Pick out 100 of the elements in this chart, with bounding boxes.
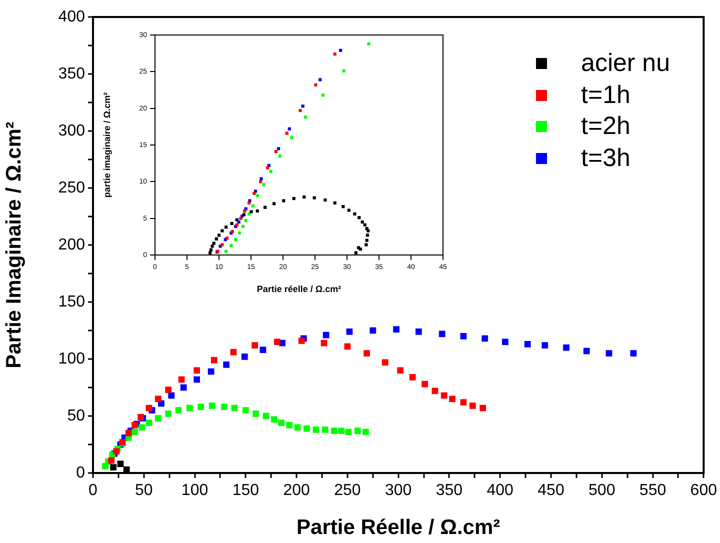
- point: [353, 212, 356, 216]
- point: [212, 242, 216, 245]
- point: [230, 244, 233, 248]
- point: [314, 83, 318, 86]
- point: [364, 243, 368, 246]
- legend-label: t=2h: [581, 111, 630, 142]
- x-axis-title: Partie Réelle / Ω.cm²: [296, 516, 500, 540]
- y-axis-title: Partie Imaginaire / Ω.cm²: [2, 122, 26, 368]
- point: [154, 396, 162, 402]
- point: [117, 460, 124, 468]
- point: [198, 404, 204, 410]
- point: [168, 392, 175, 399]
- point: [230, 222, 234, 226]
- point: [270, 416, 278, 423]
- point: [362, 428, 369, 436]
- point: [238, 231, 242, 235]
- point: [482, 335, 488, 342]
- point: [318, 78, 322, 82]
- point: [125, 430, 132, 436]
- point: [138, 424, 146, 431]
- point: [252, 342, 258, 348]
- point: [366, 234, 370, 237]
- point: [175, 407, 182, 414]
- x-tick-label: 150: [232, 482, 260, 500]
- point: [460, 399, 467, 406]
- point: [224, 250, 228, 253]
- point: [209, 248, 213, 252]
- legend-label: acier nu: [581, 48, 670, 79]
- point: [321, 94, 325, 97]
- point: [194, 376, 200, 383]
- point: [563, 344, 570, 351]
- point: [110, 464, 117, 470]
- y-tick-label: 300: [58, 122, 86, 140]
- point: [312, 426, 320, 433]
- point: [339, 48, 342, 52]
- point: [338, 428, 345, 434]
- x-tick-label: 550: [639, 482, 666, 500]
- point: [186, 404, 193, 412]
- point: [292, 196, 296, 200]
- point: [342, 205, 345, 208]
- y-tick-label: 100: [58, 350, 86, 368]
- point: [346, 328, 353, 335]
- point: [416, 328, 422, 335]
- point: [220, 229, 224, 232]
- point: [304, 116, 307, 119]
- point: [302, 196, 306, 199]
- point: [260, 346, 266, 354]
- point: [347, 208, 350, 212]
- point: [154, 415, 162, 422]
- point: [286, 422, 293, 428]
- point: [180, 384, 187, 391]
- point: [214, 237, 218, 240]
- point: [370, 327, 376, 334]
- point: [469, 402, 476, 409]
- point: [285, 132, 288, 135]
- x-tick-label: 250: [334, 482, 361, 500]
- point: [260, 177, 263, 180]
- point: [393, 326, 400, 333]
- y-tick-label: 250: [58, 179, 86, 196]
- y-tick-label: 150: [58, 293, 86, 310]
- x-tick-label: 500: [588, 482, 616, 500]
- point: [243, 209, 246, 213]
- point: [606, 350, 612, 356]
- point: [502, 338, 508, 346]
- point: [108, 457, 114, 464]
- point: [432, 388, 438, 394]
- point: [269, 170, 272, 173]
- point: [542, 342, 548, 348]
- point: [365, 238, 368, 242]
- x-axis-title: Partie réelle / Ω.cm²: [256, 284, 342, 294]
- point: [409, 374, 416, 380]
- point: [312, 196, 316, 200]
- x-tick-label: 400: [486, 482, 514, 500]
- point: [252, 410, 260, 417]
- y-tick-label: 0: [76, 464, 86, 482]
- point: [333, 52, 336, 56]
- point: [146, 420, 152, 426]
- point: [342, 69, 346, 72]
- point: [241, 224, 245, 228]
- point: [524, 341, 531, 348]
- point: [333, 201, 336, 204]
- x-tick-label: 600: [690, 482, 718, 500]
- point: [331, 428, 338, 434]
- point: [583, 348, 590, 354]
- legend-label: t=1h: [581, 80, 630, 110]
- y-axis-title: partie imaginaire / Ω.cm²: [102, 92, 112, 198]
- point: [288, 127, 291, 130]
- point: [256, 209, 259, 213]
- point: [241, 354, 248, 360]
- point: [223, 362, 230, 368]
- point: [234, 238, 238, 242]
- point: [208, 251, 212, 254]
- legend-label: t=3h: [581, 142, 630, 174]
- y-tick-label: 200: [58, 236, 86, 254]
- point: [272, 202, 276, 206]
- point: [278, 154, 282, 158]
- point: [165, 386, 172, 393]
- point: [208, 402, 216, 409]
- point: [301, 104, 304, 108]
- point: [438, 330, 446, 338]
